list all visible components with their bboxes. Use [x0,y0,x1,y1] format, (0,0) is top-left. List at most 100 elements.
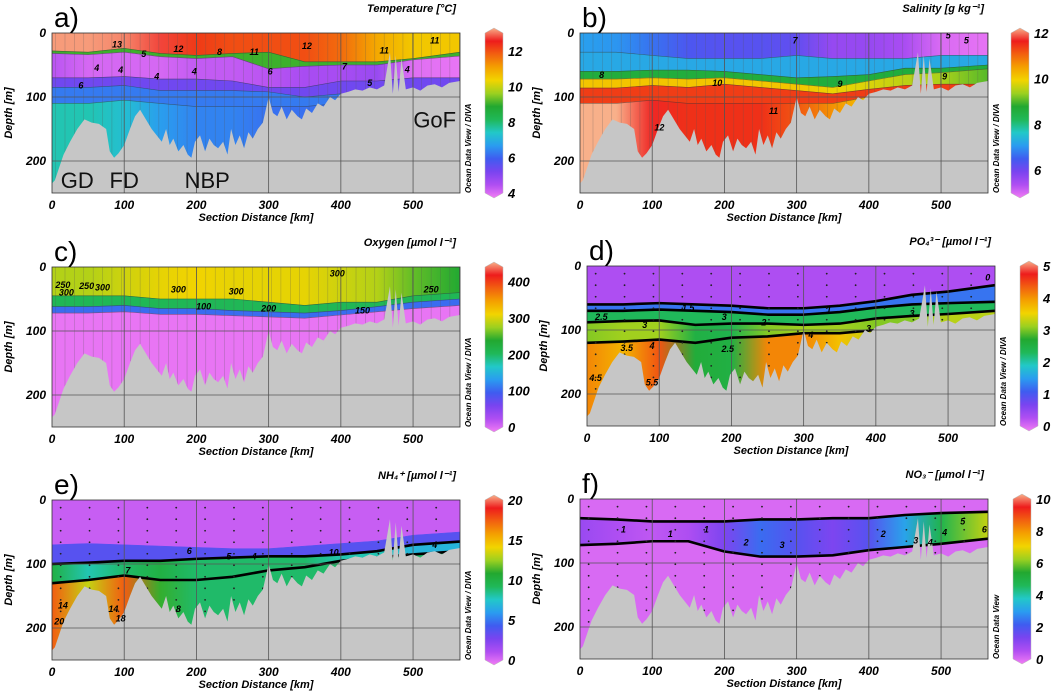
sample-point [732,597,734,600]
sample-point [847,540,850,543]
sample-point [175,598,178,601]
sample-point [406,529,409,532]
y-axis-label: Depth [m] [538,320,550,372]
colorbar-tick-label: 300 [508,311,530,326]
y-tick-label: 0 [567,26,574,40]
x-tick-label: 0 [584,431,591,445]
sample-point [934,551,937,554]
sample-point [710,318,713,321]
sample-point [681,330,684,333]
contour-line [587,300,995,316]
sample-point [261,564,264,567]
sample-point [941,307,944,310]
sample-point [970,272,973,275]
sample-point [739,284,741,287]
contour-label: 4 [648,341,654,351]
sample-point [204,529,206,532]
contour-label: 250 [78,281,94,291]
x-tick-label: 400 [858,198,879,212]
sample-point [406,552,409,555]
sample-point [652,341,655,344]
sample-point [789,505,792,508]
x-tick-label: 0 [49,665,56,679]
x-axis-label: Section Distance [km] [727,212,842,224]
sample-point [681,318,684,321]
contour-label: 12 [173,44,183,54]
contour-line [580,68,988,88]
contour-label: 12 [654,123,664,133]
x-tick-label: 400 [330,432,351,446]
sample-point [796,295,799,298]
colorbar-tick-label: 4 [507,186,516,201]
sample-point [645,597,648,600]
panel-title: Oxygen [µmol l⁻¹] [364,237,457,249]
sample-point [587,609,590,612]
colorbar [1012,493,1032,665]
x-tick-label: 500 [938,431,958,445]
x-tick-label: 300 [787,198,807,212]
sample-point [59,621,62,624]
contour-label: 100 [196,302,211,312]
y-tick-label: 0 [39,260,46,274]
sample-point [261,506,264,509]
sample-point [233,564,235,567]
x-tick-label: 300 [787,664,807,678]
region-label: NBP [185,168,230,193]
contour-label: 6 [268,66,274,76]
contour-label: 6 [78,80,84,90]
sample-point [963,528,966,531]
sample-point [768,284,770,287]
contour-label: 4 [153,72,159,82]
y-tick-label: 0 [574,259,581,273]
sample-point [233,541,235,544]
sample-point [876,517,879,520]
contour-label: 250 [54,280,70,290]
sample-point [970,307,973,310]
sample-point [146,564,149,567]
sample-point [818,505,821,508]
x-tick-label: 200 [713,664,734,678]
sample-point [703,551,706,554]
sample-point [204,518,206,521]
sample-point [796,272,799,275]
sample-point [732,528,734,531]
sample-point [674,563,677,566]
sample-point [117,506,120,509]
contour-label: 20 [53,617,64,627]
colorbar-tick-label: 2 [1035,620,1044,635]
sample-point [854,318,857,321]
sample-point [825,284,828,287]
x-tick-label: 0 [49,198,56,212]
sample-point [912,272,915,275]
sample-point [941,284,944,287]
sample-point [818,528,821,531]
sample-point [59,541,62,544]
y-tick-label: 200 [553,154,574,168]
sample-point [645,505,648,508]
contour-label: 2 [743,538,749,548]
watermark: Ocean Data View / DIVA [464,103,473,193]
sample-point [645,609,648,612]
sample-point [59,575,62,578]
contour-label: 5 [946,31,952,41]
sample-point [117,587,120,590]
sample-point [652,330,655,333]
sample-point [290,552,293,555]
bathymetry [587,285,995,426]
y-tick-label: 100 [554,556,574,570]
contour-label: 5 [367,78,373,88]
sample-point [616,551,619,554]
x-tick-label: 300 [259,198,279,212]
sample-point [854,295,857,298]
x-tick-label: 200 [185,198,206,212]
sample-point [674,505,677,508]
y-tick-label: 100 [26,324,46,338]
sample-point [204,541,206,544]
sample-point [406,541,409,544]
colorbar [484,27,504,199]
watermark: Ocean Data View / DIVA [999,336,1008,426]
sample-point [406,506,409,509]
sample-point [204,552,206,555]
sample-point [319,518,322,521]
